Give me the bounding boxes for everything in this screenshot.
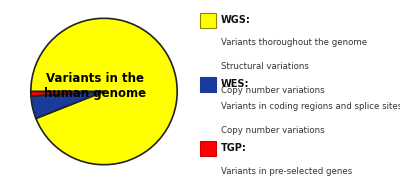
Text: Variants thoroughout the genome: Variants thoroughout the genome <box>221 38 367 47</box>
Text: Structural variations: Structural variations <box>221 62 309 71</box>
Text: Copy number variations: Copy number variations <box>221 126 324 135</box>
Wedge shape <box>31 92 104 118</box>
Wedge shape <box>31 92 104 96</box>
Text: WGS:: WGS: <box>221 15 251 25</box>
Text: TGP:: TGP: <box>221 143 247 153</box>
Text: Variants in coding regions and splice sites: Variants in coding regions and splice si… <box>221 102 400 111</box>
Text: WES:: WES: <box>221 79 249 89</box>
Wedge shape <box>31 18 177 165</box>
Text: Variants in the
human genome: Variants in the human genome <box>44 72 146 100</box>
Text: Copy number variations: Copy number variations <box>221 86 324 95</box>
Text: Variants in pre-selected genes: Variants in pre-selected genes <box>221 167 352 175</box>
